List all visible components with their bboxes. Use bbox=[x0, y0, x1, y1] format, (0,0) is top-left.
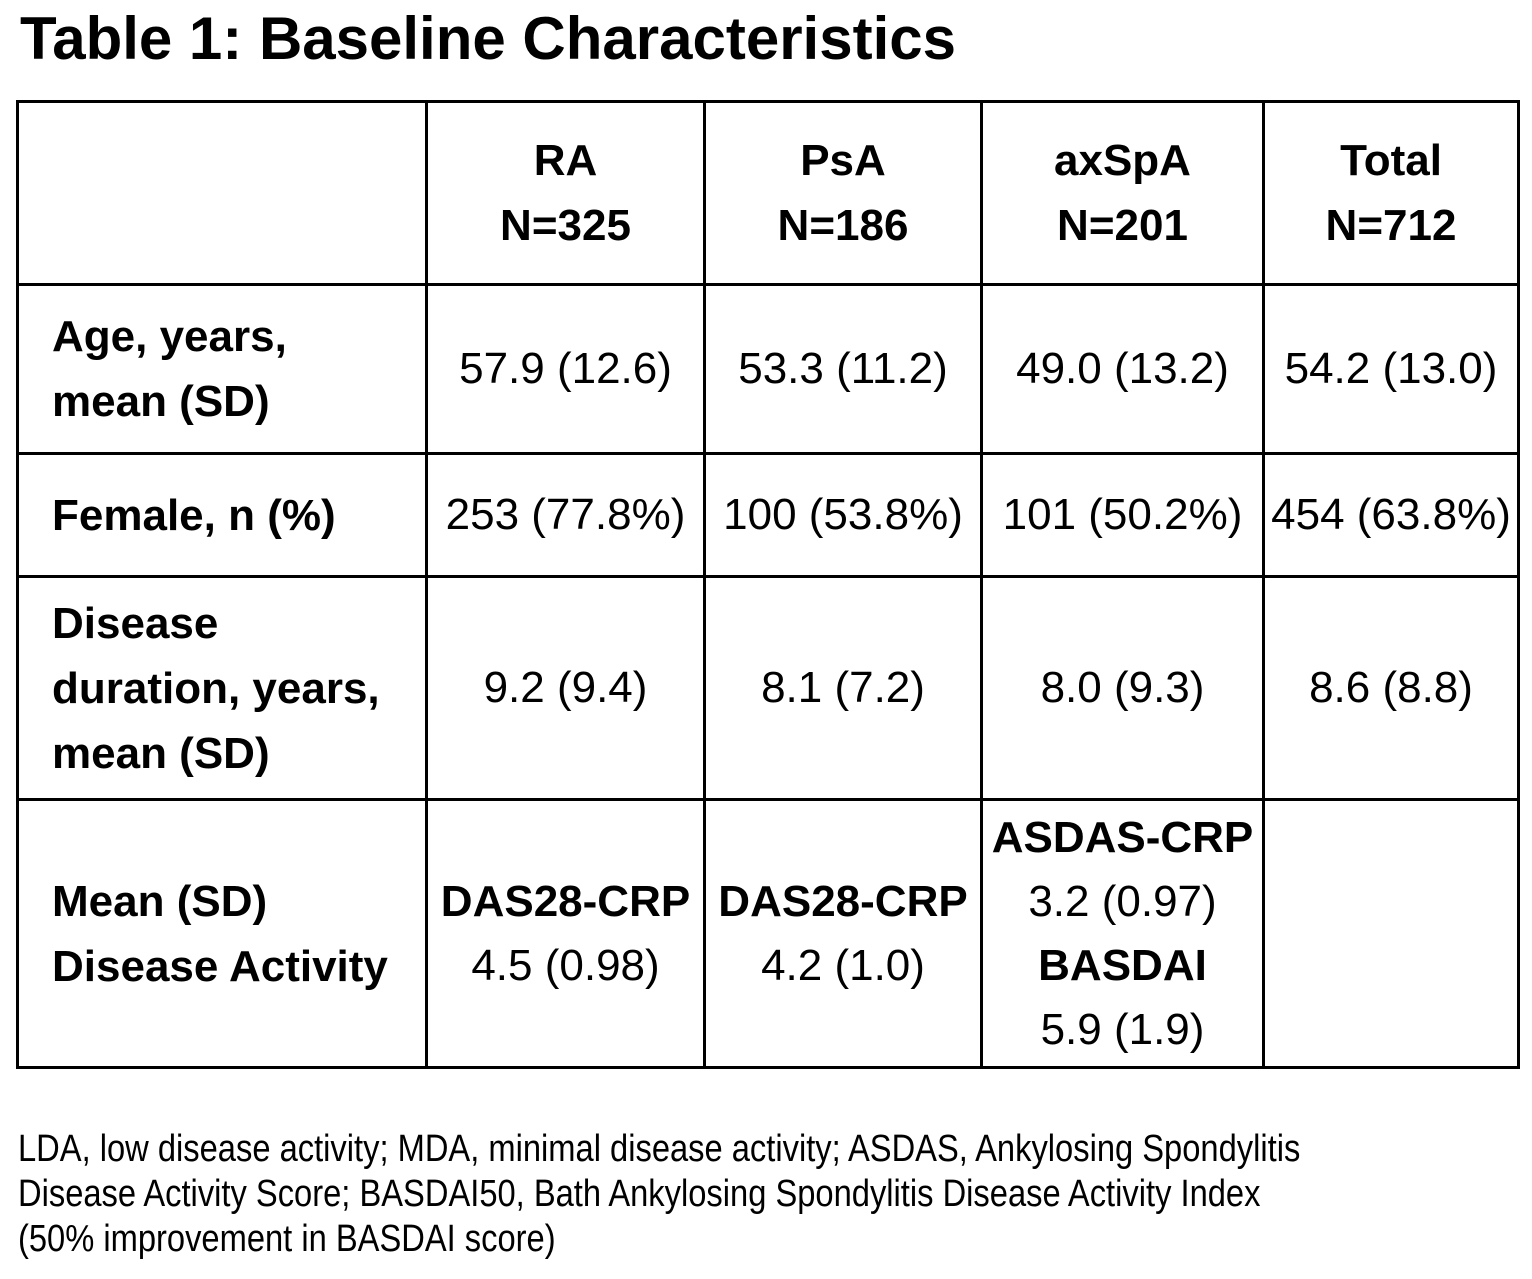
column-header-psa: PsA N=186 bbox=[703, 100, 983, 286]
cell-value: 100 (53.8%) bbox=[723, 490, 963, 539]
table-row-disease-duration: Disease duration, years, mean (SD) 9.2 (9.4… bbox=[16, 575, 1520, 801]
row-label-line: Female, n (%) bbox=[52, 490, 336, 540]
table-cell: 8.6 (8.8) bbox=[1262, 575, 1520, 801]
measure-name: ASDAS-CRP bbox=[991, 812, 1254, 862]
cell-value: 8.6 (8.8) bbox=[1309, 663, 1473, 712]
column-n: N=325 bbox=[500, 201, 631, 250]
row-label-line: mean (SD) bbox=[52, 377, 270, 426]
table-cell: ASDAS-CRP 3.2 (0.97) BASDAI 5.9 (1.9) bbox=[980, 798, 1265, 1069]
cell-value: 49.0 (13.2) bbox=[1016, 344, 1229, 393]
column-name: axSpA bbox=[1054, 136, 1191, 185]
column-header-total: Total N=712 bbox=[1262, 100, 1520, 286]
column-header-ra: RA N=325 bbox=[425, 100, 706, 286]
row-label-line: Age, years, bbox=[52, 312, 287, 361]
column-name: RA bbox=[533, 136, 598, 185]
baseline-characteristics-table: RA N=325 PsA N=186 axSpA N=201 Total N=712 Age,… bbox=[16, 100, 1520, 1069]
cell-value: 4.2 (1.0) bbox=[761, 940, 925, 990]
cell-value: 253 (77.8%) bbox=[445, 490, 686, 539]
measure-name: DAS28-CRP bbox=[718, 876, 968, 926]
row-label-age: Age, years, mean (SD) bbox=[16, 283, 428, 455]
measure-name: BASDAI bbox=[1038, 940, 1207, 990]
cell-value: 57.9 (12.6) bbox=[459, 344, 672, 393]
table-cell: 253 (77.8%) bbox=[425, 452, 706, 578]
table-cell: 49.0 (13.2) bbox=[980, 283, 1265, 455]
column-header-axspa: axSpA N=201 bbox=[980, 100, 1265, 286]
cell-value: 101 (50.2%) bbox=[1002, 490, 1243, 539]
row-label-line: duration, years, bbox=[52, 663, 380, 713]
cell-value: 4.5 (0.98) bbox=[471, 940, 660, 990]
table-cell: 101 (50.2%) bbox=[980, 452, 1265, 578]
table-cell: 53.3 (11.2) bbox=[703, 283, 983, 455]
table-cell: 57.9 (12.6) bbox=[425, 283, 706, 455]
footnote-line: (50% improvement in BASDAI score) bbox=[18, 1218, 556, 1260]
cell-value: 8.0 (9.3) bbox=[1040, 663, 1205, 712]
footnote-line: Disease Activity Score; BASDAI50, Bath A… bbox=[18, 1173, 1261, 1215]
table-cell: 100 (53.8%) bbox=[703, 452, 983, 578]
cell-value: 3.2 (0.97) bbox=[1028, 876, 1217, 926]
header-corner-cell bbox=[16, 100, 428, 286]
column-n: N=186 bbox=[777, 201, 909, 250]
row-label-female: Female, n (%) bbox=[16, 452, 428, 578]
column-n: N=712 bbox=[1325, 201, 1457, 250]
cell-value: 8.1 (7.2) bbox=[761, 663, 925, 712]
table-cell: DAS28-CRP 4.5 (0.98) bbox=[425, 798, 706, 1069]
document-page: Table 1: Baseline Characteristics RA N=32… bbox=[0, 6, 1532, 1279]
row-label-disease-duration: Disease duration, years, mean (SD) bbox=[16, 575, 428, 801]
table-cell: 454 (63.8%) bbox=[1262, 452, 1520, 578]
table-cell: 54.2 (13.0) bbox=[1262, 283, 1520, 455]
cell-value: 54.2 (13.0) bbox=[1284, 344, 1498, 393]
table-row-age: Age, years, mean (SD) 57.9 (12.6) 53.3 (11.… bbox=[16, 283, 1520, 455]
cell-value: 454 (63.8%) bbox=[1271, 490, 1511, 539]
row-label-line: Disease bbox=[52, 598, 219, 648]
row-label-line: mean (SD) bbox=[52, 728, 270, 778]
table-cell bbox=[1262, 798, 1520, 1069]
table-cell: 9.2 (9.4) bbox=[425, 575, 706, 801]
footnote-line: LDA, low disease activity; MDA, minimal … bbox=[18, 1128, 1301, 1170]
table-row-disease-activity: Mean (SD) Disease Activity DAS28-CRP 4.5 (0… bbox=[16, 798, 1520, 1069]
row-label-disease-activity: Mean (SD) Disease Activity bbox=[16, 798, 428, 1069]
table-cell: 8.1 (7.2) bbox=[703, 575, 983, 801]
table-cell: 8.0 (9.3) bbox=[980, 575, 1265, 801]
column-name: Total bbox=[1340, 136, 1442, 185]
cell-value: 9.2 (9.4) bbox=[483, 663, 648, 712]
table-footnote: LDA, low disease activity; MDA, minimal … bbox=[18, 1127, 1532, 1262]
table-cell: DAS28-CRP 4.2 (1.0) bbox=[703, 798, 983, 1069]
column-n: N=201 bbox=[1057, 201, 1188, 250]
cell-value: 5.9 (1.9) bbox=[1040, 1004, 1205, 1054]
header-row: RA N=325 PsA N=186 axSpA N=201 Total N=712 bbox=[16, 100, 1520, 286]
table-row-female: Female, n (%) 253 (77.8%) 100 (53.8%) 101 (… bbox=[16, 452, 1520, 578]
measure-name: DAS28-CRP bbox=[440, 876, 691, 926]
row-label-line: Disease Activity bbox=[52, 941, 388, 991]
page-title: Table 1: Baseline Characteristics bbox=[20, 5, 956, 72]
table-body: Age, years, mean (SD) 57.9 (12.6) 53.3 (11.… bbox=[16, 283, 1520, 1069]
column-name: PsA bbox=[800, 136, 886, 185]
row-label-line: Mean (SD) bbox=[52, 876, 268, 926]
cell-value: 53.3 (11.2) bbox=[738, 344, 948, 393]
